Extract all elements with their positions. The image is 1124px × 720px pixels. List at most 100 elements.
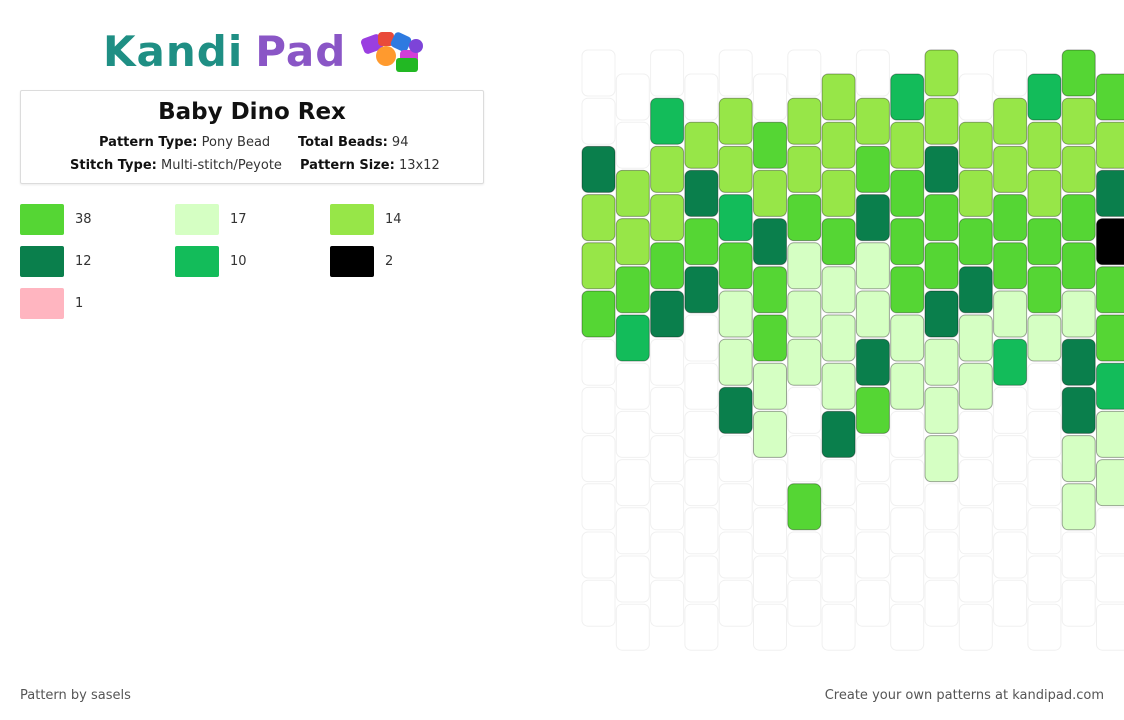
empty-bead: [958, 73, 993, 121]
bead: [1096, 459, 1124, 507]
empty-bead: [753, 555, 787, 603]
empty-bead: [958, 555, 993, 603]
bead: [821, 73, 856, 121]
bead-count: 1: [75, 295, 84, 311]
bead: [890, 362, 925, 410]
empty-bead: [855, 435, 890, 483]
empty-bead: [821, 507, 856, 555]
bead: [890, 121, 925, 169]
empty-bead: [615, 459, 650, 507]
bead: [958, 314, 993, 362]
empty-bead: [684, 459, 719, 507]
empty-bead: [718, 49, 753, 97]
bead: [581, 242, 616, 290]
empty-bead: [993, 531, 1028, 579]
legend-item: 12: [20, 245, 92, 277]
bead: [821, 121, 856, 169]
bead: [615, 169, 650, 217]
empty-bead: [650, 338, 685, 386]
kandipad-promo-link[interactable]: Create your own patterns at kandipad.com: [824, 688, 1104, 703]
bead: [684, 121, 719, 169]
bead: [615, 314, 650, 362]
bead: [1096, 410, 1124, 458]
bead: [581, 194, 616, 242]
empty-bead: [1027, 507, 1062, 555]
bead: [684, 218, 719, 266]
empty-bead: [581, 483, 616, 531]
bead: [787, 194, 822, 242]
pattern-type-label: Pattern Type:: [99, 135, 198, 150]
bead: [718, 290, 753, 338]
bead: [1027, 218, 1062, 266]
empty-bead: [993, 49, 1028, 97]
bead: [1096, 218, 1124, 266]
bead-count: 17: [230, 211, 247, 227]
empty-bead: [787, 579, 822, 627]
empty-bead: [615, 603, 650, 651]
bead: [958, 362, 993, 410]
bead: [924, 338, 959, 386]
empty-bead: [787, 531, 822, 579]
bead: [924, 290, 959, 338]
bead: [718, 242, 753, 290]
legend-item: 2: [330, 245, 393, 277]
bead: [1096, 169, 1124, 217]
empty-bead: [615, 73, 650, 121]
bead: [855, 97, 890, 145]
total-beads-field: Total Beads: 94: [298, 135, 408, 150]
bead: [890, 218, 925, 266]
empty-bead: [1061, 579, 1096, 627]
empty-bead: [1027, 555, 1062, 603]
bead: [787, 97, 822, 145]
empty-bead: [581, 386, 616, 434]
bead: [890, 73, 925, 121]
empty-bead: [958, 459, 993, 507]
bead: [993, 194, 1028, 242]
empty-bead: [684, 507, 719, 555]
empty-bead: [684, 410, 719, 458]
bead: [924, 145, 959, 193]
bead-count: 10: [230, 253, 247, 269]
bead: [753, 169, 787, 217]
color-swatch: [20, 245, 64, 277]
empty-bead: [684, 555, 719, 603]
empty-bead: [581, 338, 616, 386]
bead: [787, 290, 822, 338]
bead: [650, 290, 685, 338]
bead: [855, 242, 890, 290]
pattern-size-value: 13x12: [398, 158, 440, 173]
bead: [958, 266, 993, 314]
pattern-author: Pattern by sasels: [20, 688, 131, 703]
color-swatch: [20, 203, 64, 235]
bead: [787, 338, 822, 386]
empty-bead: [958, 507, 993, 555]
bead: [650, 97, 685, 145]
pattern-size-label: Pattern Size:: [300, 158, 395, 173]
bead: [855, 290, 890, 338]
empty-bead: [753, 73, 787, 121]
bead: [993, 145, 1028, 193]
bead-count: 2: [385, 253, 394, 269]
bead: [890, 266, 925, 314]
empty-bead: [855, 531, 890, 579]
pattern-type-field: Pattern Type: Pony Bead: [99, 135, 270, 150]
bead: [855, 386, 890, 434]
bead: [615, 218, 650, 266]
empty-bead: [890, 507, 925, 555]
empty-bead: [581, 531, 616, 579]
bead: [753, 218, 787, 266]
bead: [1061, 194, 1096, 242]
empty-bead: [855, 49, 890, 97]
bead: [718, 145, 753, 193]
bead: [890, 169, 925, 217]
empty-bead: [1096, 603, 1124, 651]
empty-bead: [1027, 362, 1062, 410]
logo-word-kandi: Kandi: [103, 26, 244, 76]
bead: [993, 97, 1028, 145]
bead: [1061, 49, 1096, 97]
bead: [787, 483, 822, 531]
bead: [993, 242, 1028, 290]
bead: [855, 145, 890, 193]
empty-bead: [650, 386, 685, 434]
